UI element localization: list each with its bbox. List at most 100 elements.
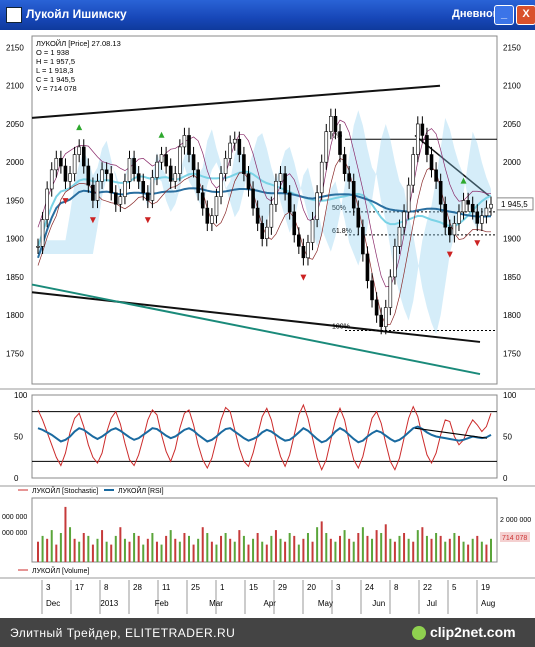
volume-bar — [188, 535, 190, 562]
x-day-label: 29 — [278, 583, 287, 592]
price-tick-label-right: 2100 — [503, 82, 521, 91]
x-day-label: 15 — [249, 583, 258, 592]
candle-body — [77, 146, 81, 155]
volume-bar — [343, 530, 346, 562]
candle-body — [150, 177, 155, 201]
candle-body — [361, 226, 365, 255]
volume-bar — [471, 538, 474, 562]
footer-bar: Элитный Трейдер, ELITETRADER.RU clip2net… — [0, 618, 535, 647]
close-button[interactable]: X — [516, 5, 535, 25]
candle-body — [232, 138, 237, 144]
volume-bar — [339, 535, 341, 562]
price-tick-label-left: 1900 — [6, 235, 24, 244]
candle-body — [434, 169, 438, 182]
candle-body — [274, 181, 278, 205]
rsi-legend-label: ЛУКОЙЛ [RSI] — [118, 486, 164, 495]
volume-bar — [279, 538, 282, 562]
candle-body — [72, 154, 77, 174]
candle-body — [365, 253, 370, 282]
candle-body — [393, 246, 397, 278]
footer-brand[interactable]: clip2net.com — [430, 624, 516, 640]
price-tick-label-left: 2050 — [6, 120, 24, 129]
volume-bar — [375, 530, 378, 562]
app-icon — [6, 7, 22, 23]
candle-body — [329, 116, 333, 132]
volume-bar — [393, 541, 396, 562]
candle-body — [306, 242, 310, 259]
candle-body — [338, 131, 342, 155]
down-signal-arrow — [300, 274, 307, 281]
candle-body — [191, 154, 196, 171]
candle-body — [310, 219, 315, 243]
volume-bar — [302, 538, 305, 562]
volume-bar — [425, 535, 428, 562]
candle-body — [278, 173, 283, 182]
volume-legend-label: ЛУКОЙЛ [Volume] — [32, 566, 89, 575]
volume-bar — [133, 533, 136, 562]
down-signal-arrow — [474, 240, 481, 247]
price-tick-label-left: 2000 — [6, 158, 24, 167]
down-signal-arrow — [89, 217, 96, 224]
candle-body — [100, 169, 104, 182]
volume-bar — [142, 544, 145, 562]
x-day-label: 1 — [220, 583, 225, 592]
volume-bar — [82, 533, 85, 562]
candle-body — [466, 200, 470, 205]
volume-bar — [467, 544, 470, 562]
volume-bar — [78, 541, 81, 562]
candle-body — [484, 207, 489, 217]
price-tick-label-right: 1800 — [503, 311, 521, 320]
ohlc-info-line: O = 1 938 — [36, 48, 69, 57]
x-month-label: Mar — [209, 599, 223, 608]
volume-bar — [448, 538, 451, 562]
volume-bar — [242, 535, 245, 562]
x-day-label: 11 — [162, 583, 171, 592]
ichimoku-cloud — [38, 110, 491, 335]
candle-body — [347, 173, 351, 182]
volume-bar — [348, 538, 351, 562]
volume-bar — [46, 538, 49, 562]
candle-body — [251, 188, 255, 209]
volume-bar — [366, 535, 369, 562]
fib-level-label: 100% — [332, 323, 350, 330]
candle-body — [287, 192, 292, 213]
volume-bar — [178, 541, 181, 562]
price-tick-label-right: 2050 — [503, 120, 521, 129]
x-month-label: Feb — [155, 599, 169, 608]
candle-body — [159, 154, 164, 163]
volume-bar — [329, 538, 332, 562]
candle-body — [260, 223, 265, 239]
x-day-label: 22 — [423, 583, 432, 592]
volume-bar — [119, 527, 122, 562]
last-volume-box — [500, 532, 530, 542]
osc-tick-label-right: 0 — [503, 474, 508, 483]
ohlc-info-line: ЛУКОЙЛ [Price] 27.08.13 — [36, 39, 121, 48]
candle-body — [173, 173, 178, 182]
volume-bar — [37, 541, 39, 562]
candle-body — [81, 146, 86, 167]
candle-body — [480, 215, 484, 224]
clip2net-logo-icon — [412, 626, 426, 640]
volume-bar — [476, 535, 479, 562]
minimize-button[interactable]: _ — [494, 5, 514, 25]
period-label[interactable]: Дневной — [452, 8, 500, 20]
candle-body — [187, 135, 191, 155]
volume-bar — [412, 541, 415, 562]
candle-body — [54, 158, 59, 171]
candle-body — [397, 226, 402, 247]
candle-body — [59, 158, 63, 167]
volume-bar — [96, 538, 99, 562]
upper-channel-line — [31, 84, 441, 119]
volume-bar — [380, 533, 383, 562]
candle-body — [210, 215, 214, 224]
volume-bar — [407, 538, 410, 562]
down-signal-arrow — [144, 217, 151, 224]
volume-bar — [41, 535, 44, 562]
volume-bar — [110, 544, 113, 562]
x-day-label: 19 — [481, 583, 490, 592]
last-price-box — [496, 197, 534, 211]
volume-bar — [192, 544, 195, 562]
x-day-label: 8 — [394, 583, 399, 592]
volume-bar — [224, 533, 227, 562]
upper-band-line — [37, 119, 491, 288]
